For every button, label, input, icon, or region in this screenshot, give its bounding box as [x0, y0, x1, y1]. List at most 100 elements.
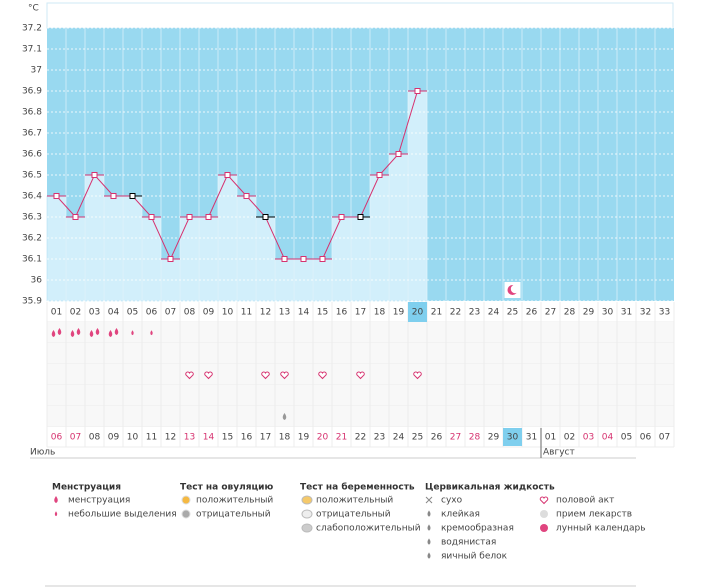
temperature-line — [56, 90, 418, 261]
y-tick-label: 37 — [31, 66, 42, 76]
bar — [103, 195, 124, 302]
day-label: 05 — [127, 308, 138, 318]
day-label: 23 — [469, 308, 480, 318]
day-label: 08 — [184, 308, 196, 318]
point — [395, 151, 402, 157]
point — [243, 193, 250, 199]
date-label: 12 — [165, 433, 176, 443]
date-label: 18 — [279, 433, 291, 443]
date-label: 28 — [469, 433, 481, 443]
legend-icon — [301, 509, 313, 519]
date-label: 03 — [583, 433, 594, 443]
legend-item: небольшие выделения — [68, 510, 177, 520]
day-label: 27 — [545, 308, 556, 318]
point — [205, 214, 212, 220]
sex-mark — [280, 371, 289, 380]
day-label: 18 — [374, 308, 386, 318]
bar — [46, 195, 67, 302]
point — [376, 172, 383, 178]
menstruation-drop — [76, 328, 81, 335]
date-label: 13 — [184, 433, 195, 443]
date-label: 08 — [89, 433, 101, 443]
sex-mark — [356, 371, 365, 380]
row-bg — [47, 385, 674, 406]
day-label: 11 — [241, 308, 252, 318]
legend-icon — [540, 510, 548, 518]
bar — [122, 195, 143, 302]
y-tick-label: 36 — [31, 276, 43, 286]
point — [129, 193, 136, 199]
date-label: 06 — [51, 433, 63, 443]
legend-icon — [539, 496, 549, 505]
day-label: 16 — [336, 308, 348, 318]
row-bg — [47, 343, 674, 364]
legend-title: Тест на беременность — [300, 482, 415, 493]
row-bg — [47, 302, 674, 322]
legend-item: водянистая — [441, 538, 496, 548]
point — [186, 214, 193, 220]
date-label: 21 — [336, 433, 347, 443]
date-label: 27 — [450, 433, 461, 443]
date-label: 11 — [146, 433, 157, 443]
legend-title: Менструация — [52, 483, 121, 493]
menstruation-drop — [114, 328, 119, 335]
legend-item: слабоположительный — [316, 524, 421, 534]
legend-item: менструация — [68, 496, 130, 506]
y-tick-label: 36.8 — [22, 108, 42, 118]
highlight-date — [503, 428, 522, 446]
date-label: 20 — [317, 433, 329, 443]
y-tick-label: 36.1 — [22, 255, 42, 265]
day-label: 30 — [602, 308, 614, 318]
day-label: 28 — [564, 308, 576, 318]
date-label: 29 — [488, 433, 500, 443]
date-label: 07 — [659, 433, 670, 443]
day-label: 32 — [640, 308, 651, 318]
date-label: 31 — [526, 433, 537, 443]
legend-icon — [427, 510, 431, 517]
date-label: 09 — [108, 433, 120, 443]
point — [262, 214, 269, 220]
legend-title: Тест на овуляцию — [180, 483, 273, 493]
y-tick-label: 36.5 — [22, 171, 42, 181]
legend-icon — [427, 538, 431, 545]
day-label: 01 — [51, 308, 62, 318]
bar — [236, 195, 257, 302]
point — [224, 172, 231, 178]
date-label: 17 — [260, 433, 271, 443]
point — [110, 193, 117, 199]
point — [91, 172, 98, 178]
point — [167, 256, 174, 262]
date-label: 16 — [241, 433, 253, 443]
legend-item: прием лекарств — [556, 510, 632, 520]
date-label: 15 — [222, 433, 233, 443]
date-label: 26 — [431, 433, 443, 443]
sex-mark — [204, 371, 213, 380]
date-label: 07 — [70, 433, 81, 443]
sex-mark — [185, 371, 194, 380]
date-label: 25 — [412, 433, 423, 443]
legend-icon — [54, 511, 58, 517]
day-label: 10 — [222, 308, 234, 318]
chart-header — [46, 2, 674, 29]
point — [414, 88, 421, 94]
date-label: 14 — [203, 433, 215, 443]
y-unit: °C — [28, 4, 39, 14]
legend-item: кремообразная — [441, 524, 514, 534]
legend-icon — [301, 523, 313, 533]
day-label: 06 — [146, 308, 158, 318]
legend-item: половой акт — [556, 496, 614, 506]
legend-title: Цервикальная жидкость — [425, 483, 555, 493]
point — [319, 256, 326, 262]
legend-icon — [181, 495, 191, 505]
y-tick-label: 36.6 — [22, 150, 42, 160]
day-label: 21 — [431, 308, 442, 318]
day-label: 24 — [488, 308, 500, 318]
day-label: 25 — [507, 308, 518, 318]
day-label: 13 — [279, 308, 290, 318]
legend-item: яичный белок — [441, 552, 508, 562]
legend-item: положительный — [316, 496, 393, 506]
y-tick-label: 37.1 — [22, 45, 42, 55]
menstruation-drop — [57, 328, 62, 335]
date-label: 02 — [564, 433, 575, 443]
